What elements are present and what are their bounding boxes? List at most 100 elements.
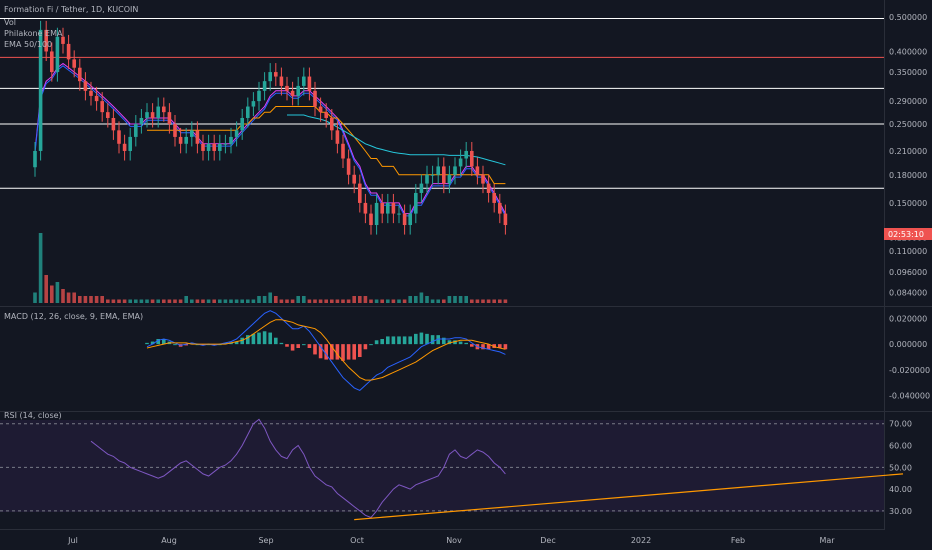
macd-histogram-bar (262, 331, 267, 345)
candle-body (83, 81, 88, 91)
candle-body (290, 90, 295, 96)
macd-histogram-bar (503, 344, 508, 350)
candle-body (234, 130, 239, 137)
legend-macd[interactable]: MACD (12, 26, close, 9, EMA, EMA) (4, 312, 143, 321)
candle-body (464, 150, 468, 159)
candle-body (503, 213, 508, 226)
candle-body (318, 106, 323, 113)
macd-histogram-bar (358, 344, 362, 357)
legend-philakone-ema[interactable]: Philakone EMA (4, 29, 63, 38)
volume-bar (184, 296, 188, 303)
volume-bar (78, 296, 82, 303)
candle-body (139, 117, 144, 125)
volume-bar (313, 299, 317, 303)
macd-histogram-bar (335, 344, 340, 360)
volume-bar (352, 296, 356, 303)
volume-bar (229, 299, 233, 303)
volume-bar (358, 296, 362, 303)
volume-bar (335, 299, 340, 303)
time-tick-label: Mar (819, 536, 835, 545)
price-tick-label: 0.350000 (889, 68, 927, 77)
volume-bar (486, 299, 491, 303)
candle-body (66, 43, 71, 60)
volume-bar (162, 299, 166, 303)
candle-body (430, 174, 435, 176)
volume-bar (55, 282, 60, 303)
macd-histogram-bar (430, 335, 435, 345)
legend-rsi[interactable]: RSI (14, close) (4, 411, 62, 420)
volume-bar (145, 299, 149, 303)
candle-body (240, 117, 244, 131)
macd-histogram-bar (290, 344, 295, 351)
volume-bar (212, 299, 216, 303)
macd-tick-label: 0.020000 (889, 314, 927, 323)
time-axis[interactable]: Jul Aug Sep Oct Nov Dec 2022 Feb Mar (67, 536, 835, 545)
macd-histogram-bar (492, 344, 496, 348)
candle-body (346, 158, 351, 175)
candle-body (212, 143, 216, 151)
volume-bar (89, 296, 93, 303)
macd-histogram-bar (274, 337, 278, 345)
candle-body (100, 101, 104, 113)
price-pane[interactable] (0, 0, 884, 306)
candle-body (419, 183, 424, 193)
candle-body (78, 67, 82, 82)
volume-bar (150, 299, 155, 303)
candle-body (184, 136, 188, 144)
volume-bar (458, 296, 463, 303)
volume-bar (307, 299, 312, 303)
candle-body (106, 112, 110, 118)
macd-histogram-bar (150, 341, 155, 345)
volume-bar (178, 299, 183, 303)
macd-histogram-bar (419, 332, 424, 345)
macd-histogram-bar (486, 344, 491, 350)
volume-bar (324, 299, 328, 303)
price-tick-label: 0.210000 (889, 147, 927, 156)
candle-body (246, 106, 250, 118)
macd-histogram-bar (285, 344, 289, 347)
macd-histogram-bar (414, 333, 418, 345)
time-tick-label: Dec (540, 536, 555, 545)
candle-body (111, 117, 116, 131)
volume-bar (503, 299, 508, 303)
ema-mid-line (34, 65, 506, 217)
macd-histogram-bar (330, 344, 334, 360)
macd-histogram-bar (156, 339, 160, 345)
candle-body (44, 29, 48, 52)
macd-histogram-bar (363, 344, 368, 350)
candle-body (55, 36, 60, 73)
candle-body (374, 202, 379, 226)
legend-vol[interactable]: Vol (4, 18, 16, 27)
rsi-tick-label: 40.00 (889, 485, 912, 494)
volume-bar (369, 299, 373, 303)
candle-body (307, 76, 312, 91)
volume-bar (122, 299, 127, 303)
volume-bar (408, 296, 412, 303)
price-tick-label: 0.500000 (889, 13, 927, 22)
price-axis[interactable]: 0.500000 0.400000 0.350000 0.290000 0.250000… (889, 13, 930, 516)
macd-histogram-bar (268, 332, 272, 345)
macd-histogram-bar (458, 341, 463, 345)
legend-ema-50-100[interactable]: EMA 50/100 (4, 40, 52, 49)
volume-bar (397, 299, 401, 303)
volume-bar (386, 299, 390, 303)
candle-body (134, 124, 138, 137)
candle-body (201, 143, 205, 151)
chart-title[interactable]: Formation Fi / Tether, 1D, KUCOIN (4, 5, 138, 14)
volume-bar (218, 299, 222, 303)
volume-bar (447, 296, 452, 303)
macd-histogram-bar (307, 344, 312, 348)
candle-body (492, 192, 496, 203)
volume-bar (246, 299, 250, 303)
volume-bar (117, 299, 121, 303)
macd-histogram-bar (386, 336, 390, 345)
macd-histogram-bar (341, 344, 345, 361)
candle-body (223, 143, 228, 145)
horizontal-levels[interactable] (0, 18, 884, 189)
candle-body (285, 85, 289, 91)
candle-body (257, 90, 261, 102)
candle-body (190, 130, 194, 137)
macd-histogram-bar (279, 342, 284, 345)
candle-body (391, 202, 396, 214)
